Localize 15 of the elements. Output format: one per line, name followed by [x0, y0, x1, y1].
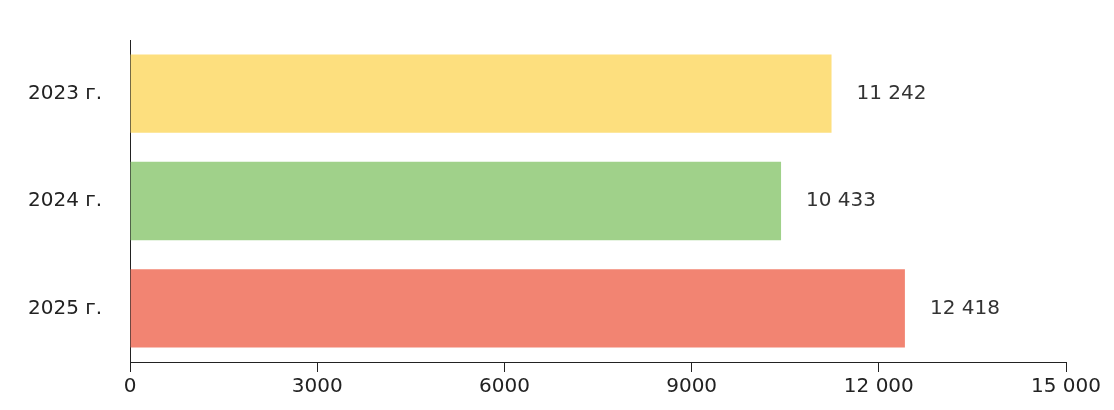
x-tick-label: 3000	[291, 373, 343, 398]
x-tick-label: 15 000	[1031, 373, 1101, 398]
x-tick-label: 12 000	[843, 373, 914, 398]
x-tick-label: 6000	[479, 373, 530, 398]
data-label: 10 433	[806, 187, 877, 212]
data-label: 12 418	[929, 294, 1000, 319]
x-tick-label: 0	[123, 373, 137, 398]
bar	[130, 54, 832, 133]
y-tick-label: 2025 г.	[28, 294, 103, 319]
data-label: 11 242	[856, 79, 927, 104]
y-tick-label: 2023 г.	[28, 79, 103, 104]
x-tick-label: 9000	[666, 373, 718, 398]
y-tick-label: 2024 г.	[28, 187, 103, 212]
bar	[130, 161, 782, 241]
bar	[130, 269, 905, 348]
